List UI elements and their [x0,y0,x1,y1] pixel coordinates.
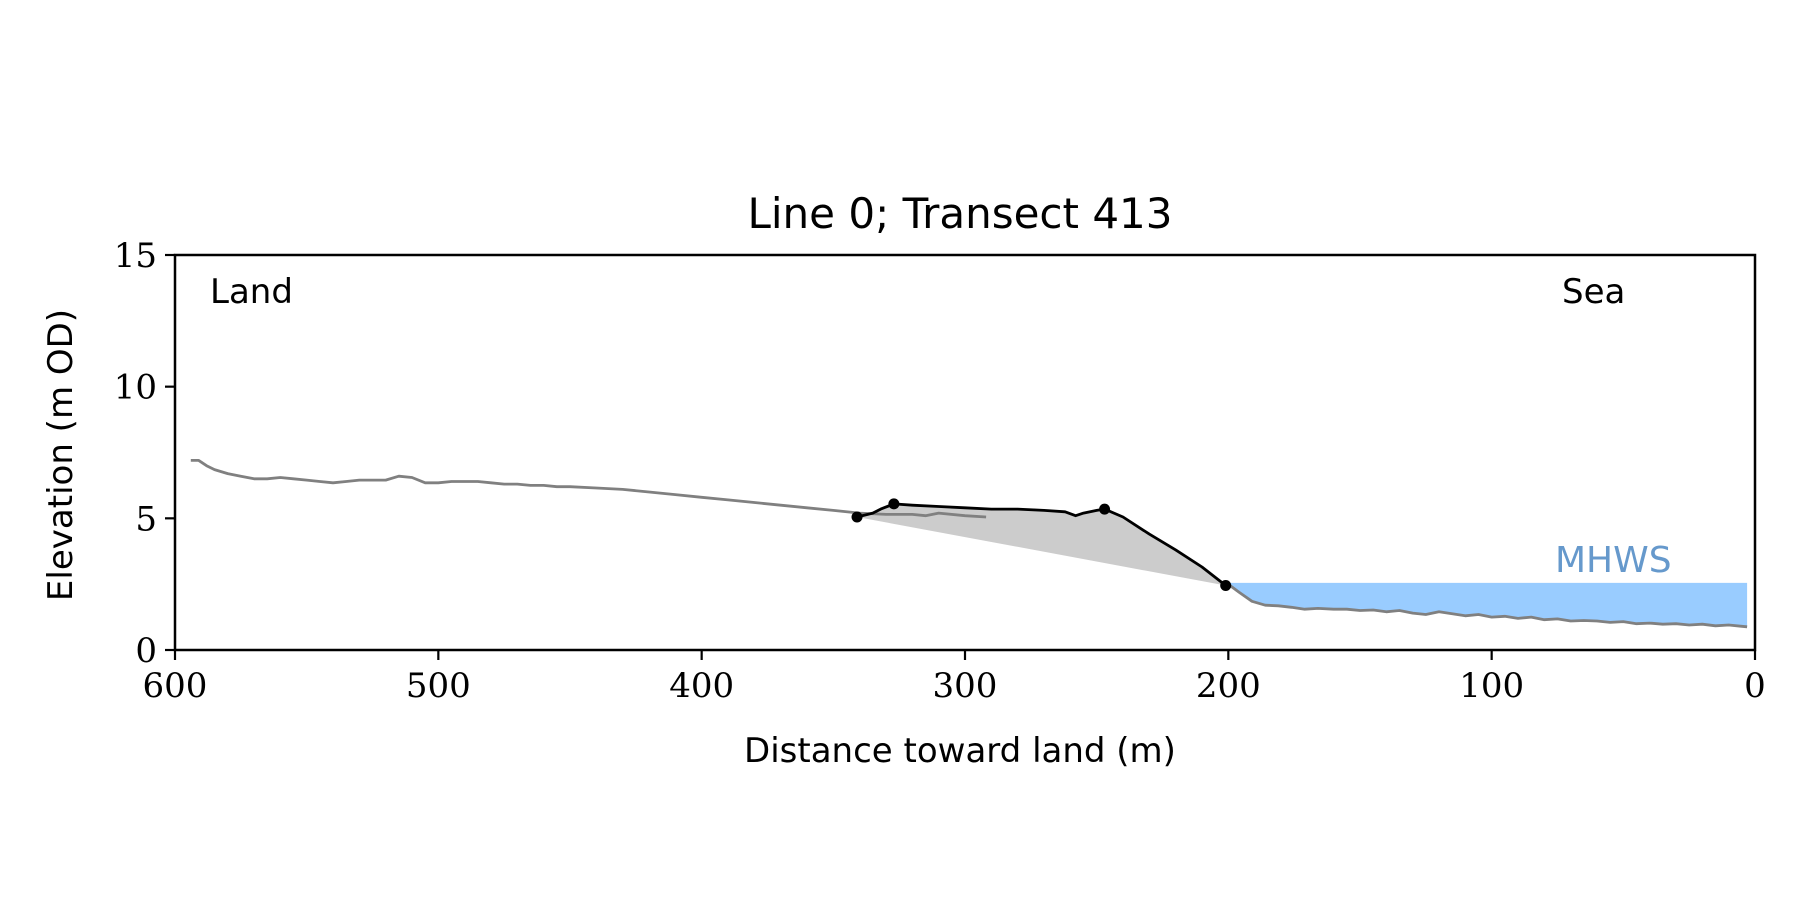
x-tick-label-400: 400 [669,666,734,706]
dune-marker-2 [1099,503,1111,515]
x-tick-label-200: 200 [1196,666,1261,706]
x-tick-label-600: 600 [143,666,208,706]
landward-profile-line [190,458,987,519]
dune-marker-3 [1220,579,1232,591]
sea-annotation: Sea [1562,272,1625,312]
dune-markers [851,498,1232,591]
sea-below-mhws-fill [1228,582,1748,627]
land-annotation: Land [210,272,293,312]
seaward-profile-line [1227,583,1748,629]
y-tick-label-10: 10 [114,368,157,408]
mhws-annotation: MHWS [1555,540,1672,581]
dune-marker-0 [851,511,863,523]
x-tick-label-100: 100 [1459,666,1524,706]
chart-title: Line 0; Transect 413 [747,189,1172,238]
axis-ticks: 600 500 400 300 200 100 0 0 5 10 15 [114,236,1766,706]
y-axis-label: Elevation (m OD) [41,309,81,601]
x-axis-label: Distance toward land (m) [744,731,1176,771]
x-tick-label-0: 0 [1744,666,1766,706]
y-tick-label-5: 5 [135,499,157,539]
y-tick-label-0: 0 [135,631,157,671]
y-tick-label-15: 15 [114,236,157,276]
x-tick-label-300: 300 [933,666,998,706]
x-tick-label-500: 500 [406,666,471,706]
dune-marker-1 [888,498,900,510]
